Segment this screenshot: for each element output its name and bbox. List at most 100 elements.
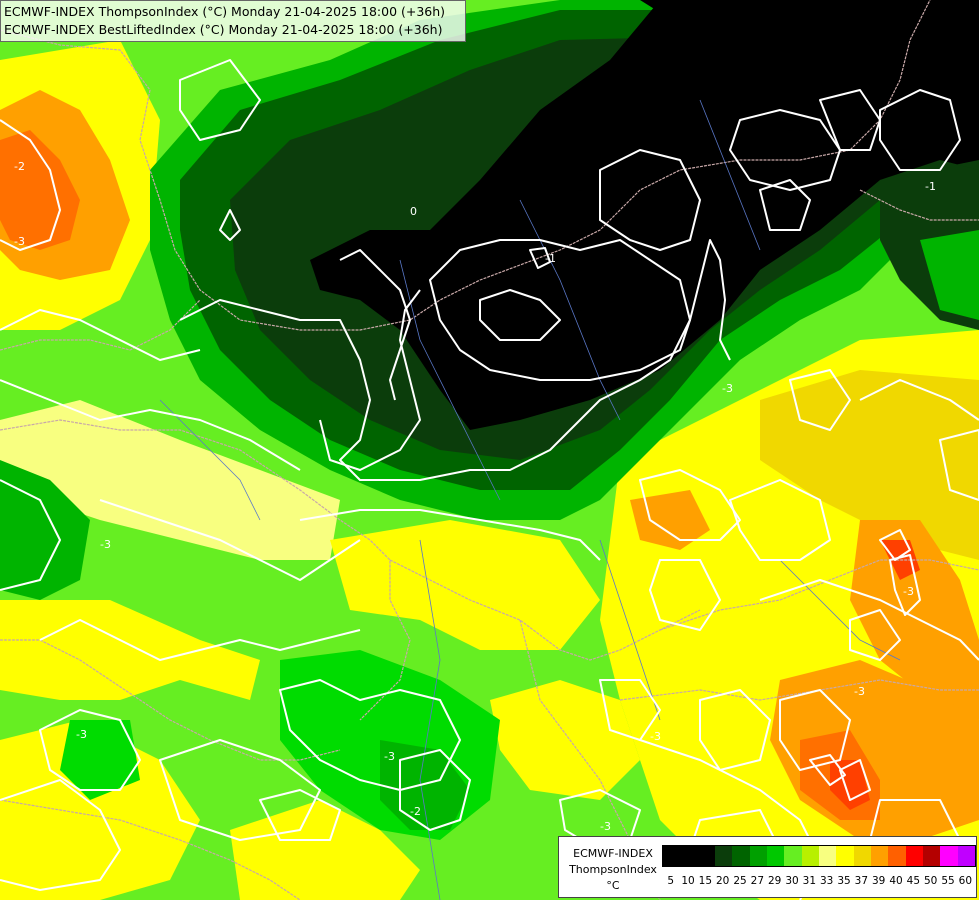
- legend-tick: 39: [871, 875, 886, 887]
- contour-label: -3: [14, 235, 25, 248]
- legend-model-name: ECMWF-INDEX: [573, 847, 653, 860]
- contour-line: [99, 499, 361, 581]
- contour-line: [429, 239, 691, 381]
- contour-line: [729, 479, 831, 561]
- color-legend: ECMWF-INDEX ThompsonIndex °C 5 10 15 20 25 27…: [558, 836, 977, 898]
- river-line: [699, 99, 761, 251]
- field-gold-east: [760, 370, 979, 560]
- contour-line: [0, 779, 121, 891]
- contour-line: [759, 579, 979, 661]
- legend-tick: 30: [785, 875, 799, 887]
- contour-label: -1: [545, 252, 556, 265]
- header-title-lifted: ECMWF-INDEX BestLiftedIndex (°C) Monday …: [4, 22, 443, 37]
- contour-line: [399, 749, 471, 831]
- contour-line: [879, 529, 911, 561]
- legend-tick: 31: [802, 875, 817, 887]
- legend-tick: 40: [889, 875, 903, 887]
- contour-line: [0, 309, 201, 361]
- legend-swatch: [922, 846, 941, 866]
- legend-tick: 33: [819, 875, 834, 887]
- contour-line: [889, 554, 921, 616]
- contour-line: [859, 379, 979, 421]
- contour-label: -2: [410, 805, 421, 818]
- country-border: [0, 299, 201, 351]
- legend-tick: 20: [715, 875, 730, 887]
- contour-line: [789, 369, 851, 431]
- legend-swatch: [784, 846, 802, 866]
- contour-label: -3: [600, 820, 611, 833]
- legend-swatch: [957, 846, 975, 866]
- contour-labels: -2 -3 0 -1 -3 -3 -3 -3 -2 -3 -3 -3 -3 -1: [14, 160, 936, 833]
- contour-label: 0: [410, 205, 417, 218]
- country-border: [0, 419, 411, 721]
- legend-tick: 5: [667, 875, 674, 887]
- legend-tick: 10: [681, 875, 695, 887]
- legend-tick: 25: [733, 875, 747, 887]
- country-border: [389, 559, 701, 661]
- contour-line: [259, 789, 341, 841]
- country-border: [0, 0, 931, 331]
- field-black-northeast: [640, 0, 979, 130]
- contour-line: [529, 247, 551, 269]
- legend-swatch: [836, 846, 854, 866]
- contour-line: [599, 149, 701, 251]
- contour-line: [879, 89, 961, 171]
- contour-line: [0, 379, 301, 471]
- legend-swatch: [714, 846, 733, 866]
- contour-line: [849, 609, 901, 661]
- contour-line: [639, 469, 741, 541]
- contour-label: -3: [650, 730, 661, 743]
- contour-line: [39, 619, 361, 661]
- contour-line: [319, 289, 421, 471]
- field-green-sw-patch: [60, 720, 140, 800]
- river-line: [779, 559, 901, 661]
- field-yellow-center-south: [490, 680, 640, 800]
- legend-swatch: [680, 846, 698, 866]
- legend-tick: 27: [750, 875, 765, 887]
- field-green-west: [0, 460, 90, 600]
- river-line: [159, 399, 261, 521]
- river-line: [399, 259, 501, 501]
- legend-swatch: [853, 846, 871, 866]
- contour-label: -3: [384, 750, 395, 763]
- contour-line: [179, 239, 731, 481]
- legend-tick: 15: [698, 875, 713, 887]
- legend-swatch: [905, 846, 923, 866]
- legend-swatch: [663, 846, 681, 866]
- legend-color-scale: [662, 845, 976, 867]
- map-header: ECMWF-INDEX ThompsonIndex (°C) Monday 21…: [0, 0, 466, 42]
- legend-tick: 60: [958, 875, 973, 887]
- legend-swatch: [818, 846, 837, 866]
- legend-parameter: ThompsonIndex: [569, 863, 657, 876]
- field-pale-yellow-band: [0, 400, 340, 560]
- contour-label: -2: [14, 160, 25, 173]
- field-yellow-south2: [230, 800, 420, 900]
- contour-line: [779, 689, 851, 771]
- contour-line: [649, 559, 721, 631]
- country-border: [659, 559, 979, 631]
- header-title-thompson: ECMWF-INDEX ThompsonIndex (°C) Monday 21…: [4, 4, 446, 19]
- contour-label: -3: [903, 585, 914, 598]
- field-black-core: [310, 0, 979, 430]
- legend-swatch: [801, 846, 819, 866]
- legend-swatch: [697, 846, 715, 866]
- legend-swatch: [732, 846, 750, 866]
- contour-line: [819, 89, 881, 151]
- contour-line: [299, 509, 601, 561]
- legend-swatch: [888, 846, 906, 866]
- rivers: [159, 99, 901, 900]
- legend-unit: °C: [606, 879, 620, 892]
- field-mid-green-south: [380, 740, 470, 830]
- legend-tick: 50: [923, 875, 938, 887]
- contour-line: [839, 759, 871, 801]
- contour-line: [39, 709, 141, 791]
- legend-tick: 55: [941, 875, 955, 887]
- country-border: [0, 639, 341, 761]
- contour-line: [599, 679, 661, 741]
- contour-line: [179, 59, 261, 141]
- country-border: [0, 799, 301, 900]
- contour-line: [759, 179, 811, 231]
- contour-label: -3: [722, 382, 733, 395]
